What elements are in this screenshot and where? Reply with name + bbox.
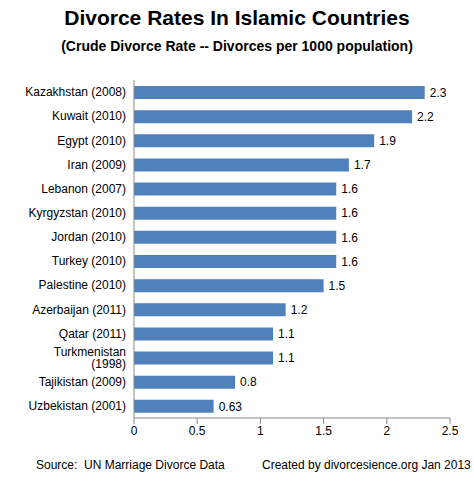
svg-text:1.7: 1.7 [354,158,371,172]
svg-text:Iran (2009): Iran (2009) [67,158,126,172]
svg-text:1.1: 1.1 [278,351,295,365]
svg-text:Kazakhstan (2008): Kazakhstan (2008) [25,85,126,99]
svg-text:1.2: 1.2 [291,303,308,317]
svg-text:0.8: 0.8 [240,375,257,389]
svg-text:Turkmenistan(1998): Turkmenistan(1998) [54,345,126,371]
svg-text:1.6: 1.6 [341,255,358,269]
svg-text:2.5: 2.5 [442,424,459,438]
svg-text:0: 0 [131,424,138,438]
svg-text:0.5: 0.5 [189,424,206,438]
svg-text:1.5: 1.5 [329,279,346,293]
svg-text:2.3: 2.3 [430,86,447,100]
svg-text:Egypt (2010): Egypt (2010) [57,134,126,148]
html-text:(Crude Divorce Rate -- Divorce: (Crude Divorce Rate -- Divorces per 1000… [61,38,413,54]
svg-text:Kyrgyzstan (2010): Kyrgyzstan (2010) [29,206,126,220]
svg-text:Uzbekistan (2001): Uzbekistan (2001) [29,399,126,413]
html-text:Created by divorcesience.org J: Created by divorcesience.org Jan 2013 [262,458,471,472]
html-text:Source: UN Marriage Divorce Da: Source: UN Marriage Divorce Data [36,458,225,472]
svg-text:1.1: 1.1 [278,327,295,341]
svg-text:1.6: 1.6 [341,206,358,220]
svg-text:Lebanon (2007): Lebanon (2007) [41,182,126,196]
svg-text:0.63: 0.63 [219,400,243,414]
svg-text:1.6: 1.6 [341,231,358,245]
svg-text:Qatar (2011): Qatar (2011) [59,327,126,341]
svg-text:1.6: 1.6 [341,182,358,196]
svg-text:1.5: 1.5 [315,424,332,438]
html-text:Divorce Rates In Islamic Count: Divorce Rates In Islamic Countries [64,6,410,29]
svg-text:Palestine (2010): Palestine (2010) [39,278,126,292]
svg-text:1: 1 [257,424,264,438]
svg-text:2: 2 [383,424,390,438]
svg-text:2.2: 2.2 [417,110,434,124]
svg-text:Azerbaijan (2011): Azerbaijan (2011) [32,303,126,317]
svg-text:Jordan (2010): Jordan (2010) [51,230,126,244]
svg-text:1.9: 1.9 [379,134,396,148]
svg-text:Kuwait (2010): Kuwait (2010) [52,109,126,123]
svg-text:Tajikistan (2009): Tajikistan (2009) [39,375,126,389]
svg-text:Turkey (2010): Turkey (2010) [52,254,126,268]
